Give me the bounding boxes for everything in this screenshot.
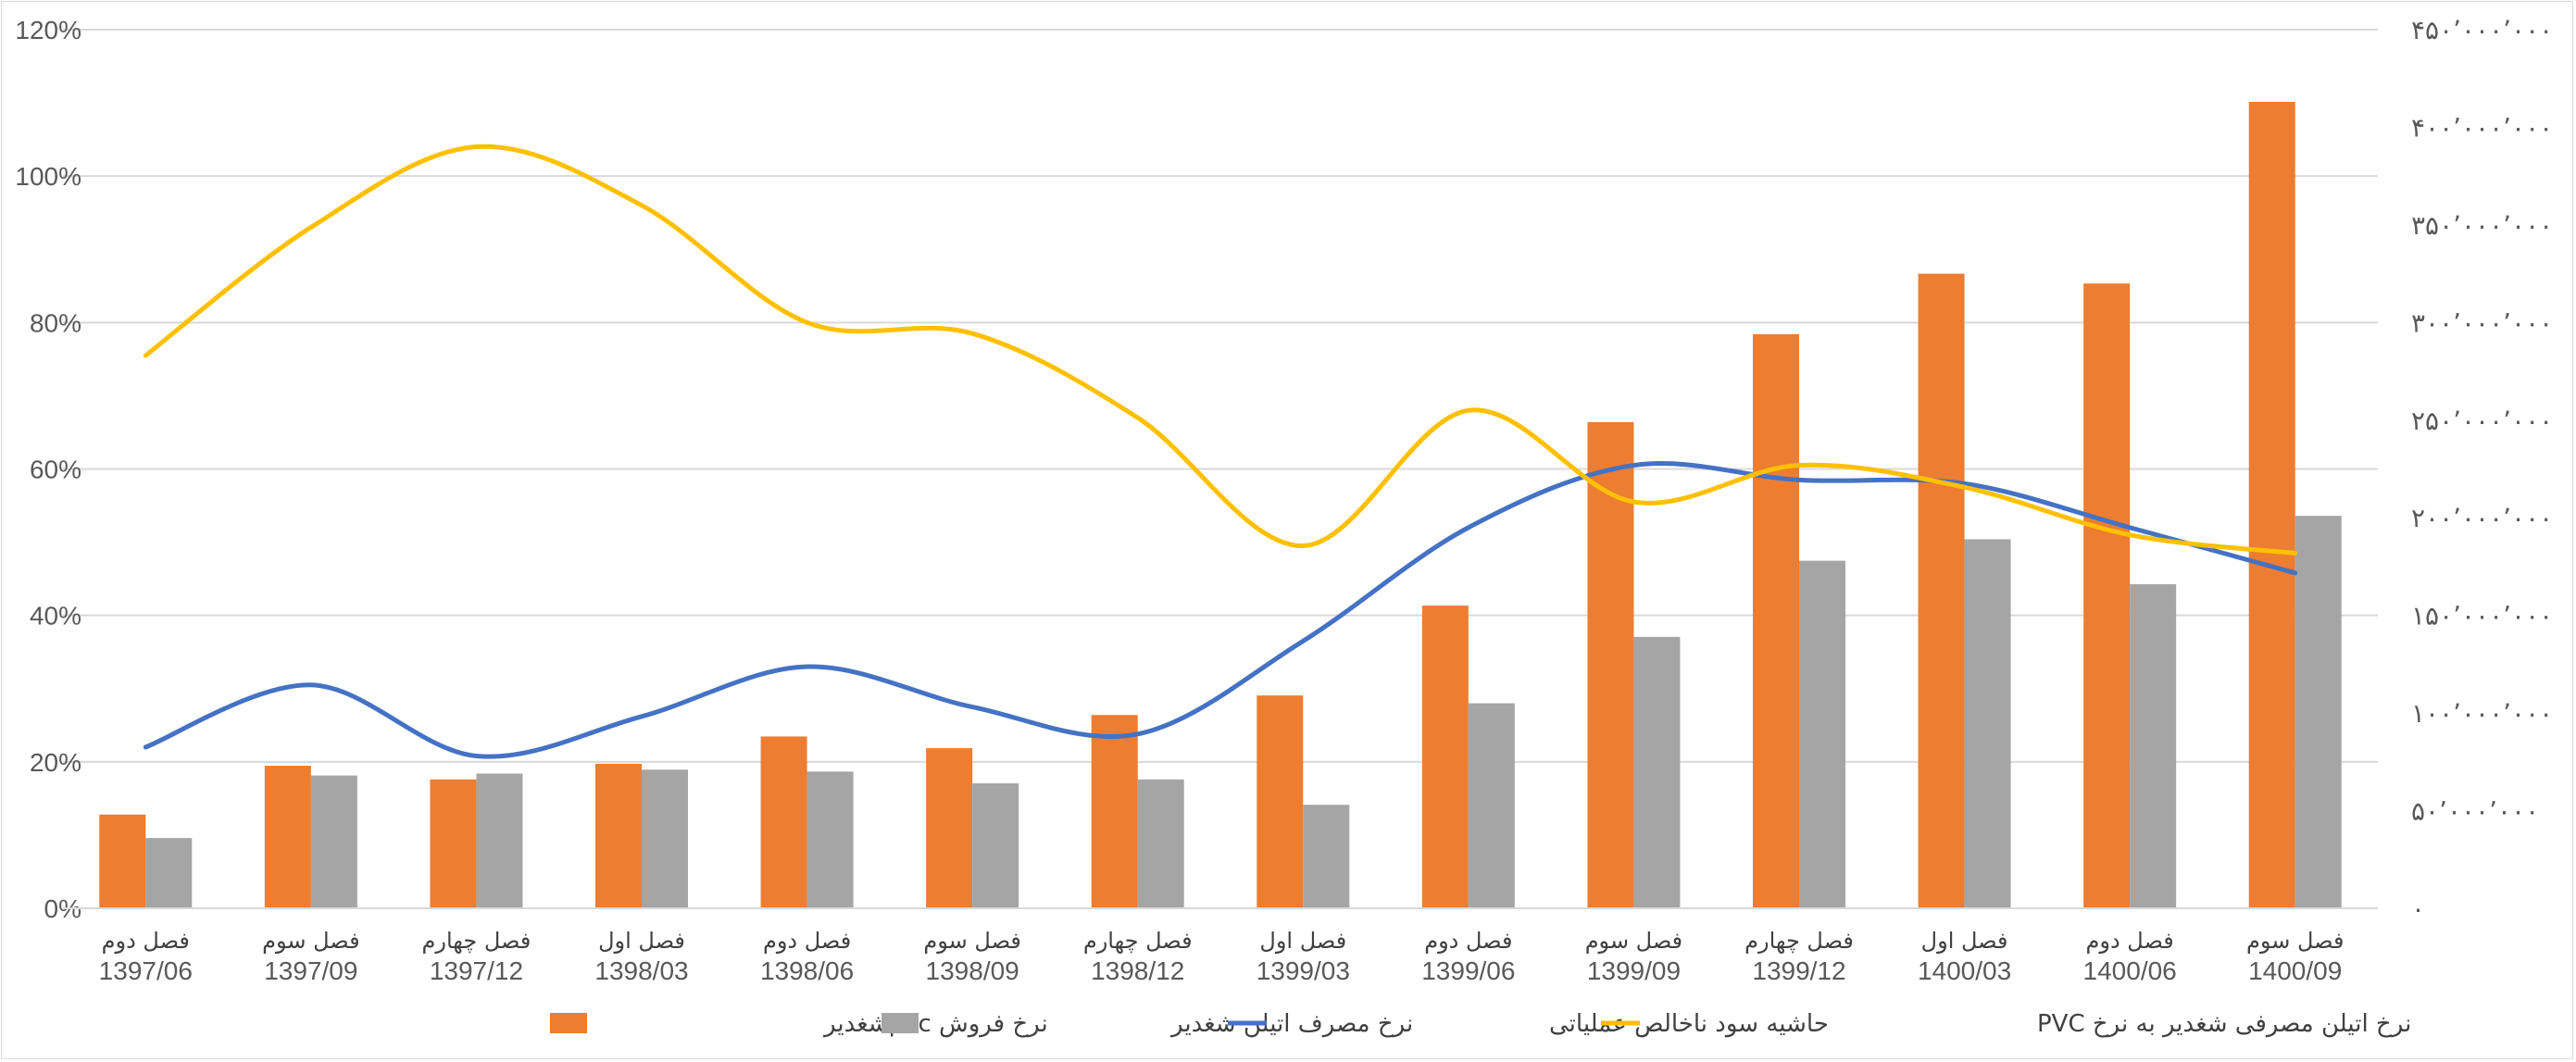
category-season-label: فصل اول <box>1259 928 1346 954</box>
category-season-label: فصل سوم <box>923 928 1020 954</box>
legend-label: نرخ فروش pvcشغدیر <box>822 1010 1048 1038</box>
category-season-label: فصل دوم <box>763 928 851 954</box>
bar <box>1964 539 2011 908</box>
category-season-label: فصل سوم <box>1585 928 1682 954</box>
bar <box>1799 560 1845 908</box>
bar <box>2248 102 2295 909</box>
legend-label: نرخ مصرف اتیلن شغدیر <box>1169 1010 1413 1038</box>
category-period-label: 1398/03 <box>594 956 688 985</box>
right-tick-label: ۱۵۰٬۰۰۰٬۰۰۰ <box>2411 601 2553 631</box>
bar <box>1753 333 1799 908</box>
bar <box>2130 583 2177 908</box>
right-tick-label: ۲۵۰٬۰۰۰٬۰۰۰ <box>2411 406 2553 436</box>
category-period-label: 1400/09 <box>2248 956 2342 985</box>
bar <box>1091 715 1138 908</box>
right-tick-label: ۳۰۰٬۰۰۰٬۰۰۰ <box>2411 307 2553 338</box>
left-tick-label: 40% <box>30 602 81 631</box>
bar <box>264 766 311 908</box>
category-season-label: فصل سوم <box>2246 928 2344 954</box>
category-season-label: فصل چهارم <box>1083 928 1193 954</box>
left-tick-label: 100% <box>15 162 81 191</box>
bar <box>99 814 146 908</box>
legend-swatch <box>550 1013 587 1033</box>
category-season-label: فصل چهارم <box>422 928 531 954</box>
category-period-label: 1399/09 <box>1587 956 1681 985</box>
legend-label: حاشیه سود ناخالص عملیاتی <box>1549 1010 1829 1038</box>
bar <box>1633 636 1681 908</box>
category-season-label: فصل دوم <box>1424 928 1512 954</box>
right-tick-label: ۳۵۰٬۰۰۰٬۰۰۰ <box>2411 210 2553 241</box>
bar <box>2295 516 2342 908</box>
right-tick-label: ۲۰۰٬۰۰۰٬۰۰۰ <box>2411 503 2553 533</box>
bar <box>1303 805 1350 908</box>
bar <box>760 736 807 908</box>
category-period-label: 1400/03 <box>1918 956 2011 985</box>
left-tick-label: 120% <box>15 16 81 44</box>
line-series <box>143 144 2298 759</box>
legend: نرخ فروش pvcشغدیر نرخ مصرف اتیلن شغدیر حاش… <box>550 1010 2411 1038</box>
bar <box>1918 273 1965 909</box>
bar-series <box>99 102 2342 909</box>
bar <box>1137 779 1184 908</box>
right-tick-label: ۴۰۰٬۰۰۰٬۰۰۰ <box>2411 112 2553 143</box>
category-season-label: فصل چهارم <box>1744 928 1854 954</box>
category-period-label: 1397/06 <box>99 956 193 985</box>
right-tick-label: ۱۰۰٬۰۰۰٬۰۰۰ <box>2411 698 2553 729</box>
right-tick-label: ۴۵۰٬۰۰۰٬۰۰۰ <box>2411 15 2553 45</box>
category-period-label: 1398/12 <box>1091 956 1184 985</box>
left-tick-label: 60% <box>30 456 81 484</box>
category-period-label: 1399/12 <box>1752 956 1845 985</box>
right-axis: ۰ ۵۰٬۰۰۰٬۰۰۰ ۱۰۰٬۰۰۰٬۰۰۰ ۱۵۰٬۰۰۰٬۰۰۰ ۲۰۰٬۰۰۰… <box>2411 15 2553 924</box>
category-period-label: 1399/06 <box>1421 956 1515 985</box>
bar <box>595 763 642 908</box>
category-period-label: 1397/12 <box>430 956 523 985</box>
gridlines <box>63 29 2378 763</box>
left-axis: 0%20%40%60%80%100%120% <box>15 16 81 923</box>
bar <box>310 775 357 908</box>
bar <box>430 779 477 908</box>
series-line <box>143 144 2298 556</box>
right-tick-label: ۰ <box>2411 893 2425 924</box>
right-tick-label: ۵۰٬۰۰۰٬۰۰۰ <box>2411 796 2539 827</box>
category-season-label: فصل اول <box>1921 928 2008 954</box>
category-season-label: فصل اول <box>598 928 685 954</box>
category-season-label: فصل دوم <box>2086 928 2174 954</box>
legend-swatch <box>882 1013 919 1033</box>
bar <box>642 769 688 908</box>
bar <box>1421 606 1469 908</box>
legend-label: نرخ اتیلن مصرفی شغدیر به نرخ PVC <box>2037 1010 2411 1038</box>
bar <box>807 771 854 908</box>
bar <box>1468 703 1515 908</box>
bar <box>145 838 193 908</box>
bar <box>476 773 523 908</box>
bar <box>2083 283 2131 909</box>
bar <box>972 783 1019 908</box>
category-period-label: 1398/06 <box>760 956 854 985</box>
category-season-label: فصل دوم <box>102 928 190 954</box>
category-period-label: 1400/06 <box>2083 956 2177 985</box>
left-tick-label: 80% <box>30 308 81 337</box>
bar <box>1587 421 1634 908</box>
category-season-label: فصل سوم <box>262 928 359 954</box>
category-period-label: 1397/09 <box>264 956 357 985</box>
bar <box>926 748 973 908</box>
left-tick-label: 20% <box>30 748 81 777</box>
category-period-label: 1398/09 <box>926 956 1019 985</box>
category-period-label: 1399/03 <box>1257 956 1350 985</box>
bar <box>1257 695 1304 908</box>
